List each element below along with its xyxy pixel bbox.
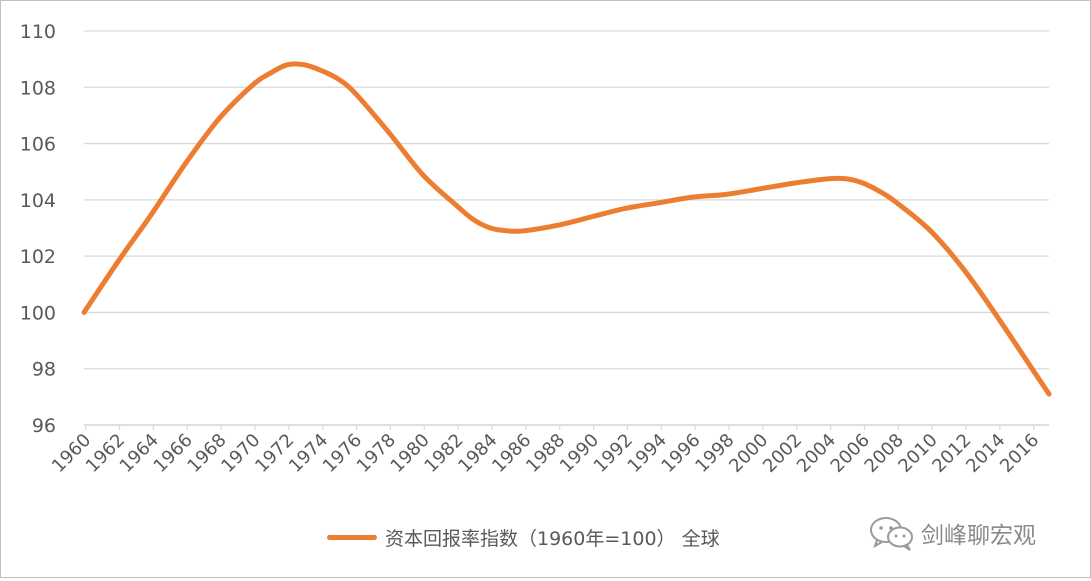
x-tick-label: 1994 [624, 430, 671, 477]
x-tick-label: 2016 [996, 430, 1043, 477]
legend-label: 资本回报率指数（1960年=100） 全球 [385, 527, 720, 550]
x-tick-label: 1988 [522, 430, 569, 477]
x-tick-label: 2000 [725, 430, 772, 477]
x-tick-label: 2010 [894, 430, 941, 477]
watermark: 剑峰聊宏观 [867, 513, 1036, 553]
x-tick-label: 2002 [759, 430, 806, 477]
x-tick-label: 1992 [590, 430, 637, 477]
x-tick-label: 1976 [319, 430, 366, 477]
y-tick-label: 110 [20, 21, 56, 43]
y-tick-label: 100 [20, 302, 56, 324]
y-tick-label: 108 [20, 77, 56, 99]
x-tick-label: 1978 [353, 430, 400, 477]
x-tick-label: 1970 [217, 430, 264, 477]
x-axis-ticks: 1960196219641966196819701972197419761978… [48, 425, 1043, 477]
series-group [81, 61, 1052, 397]
x-tick-label: 1972 [251, 430, 298, 477]
y-tick-label: 98 [32, 359, 56, 381]
x-tick-label: 1996 [657, 430, 704, 477]
x-tick-label: 2006 [827, 430, 874, 477]
x-tick-label: 1990 [556, 430, 603, 477]
legend-swatch [327, 534, 377, 540]
y-tick-label: 106 [20, 134, 56, 156]
x-tick-label: 2014 [962, 430, 1009, 477]
x-tick-label: 1982 [420, 430, 467, 477]
watermark-text: 剑峰聊宏观 [921, 523, 1036, 549]
x-tick-label: 2004 [793, 430, 840, 477]
x-tick-label: 1966 [150, 430, 197, 477]
y-tick-label: 104 [20, 190, 56, 212]
x-tick-label: 1964 [116, 430, 163, 477]
legend: 资本回报率指数（1960年=100） 全球 [327, 522, 720, 552]
x-tick-label: 1974 [285, 430, 332, 477]
y-axis-ticks: 96 98 100 102 104 106 108 110 [20, 21, 56, 437]
x-tick-label: 1998 [691, 430, 738, 477]
x-tick-label: 1980 [387, 430, 434, 477]
x-tick-label: 2012 [928, 430, 975, 477]
x-tick-label: 1986 [488, 430, 535, 477]
wechat-icon [870, 517, 913, 551]
y-tick-label: 102 [20, 246, 56, 268]
x-tick-label: 1962 [82, 430, 129, 477]
series-line [81, 61, 1052, 397]
x-tick-label: 2008 [861, 430, 908, 477]
x-tick-label: 1984 [454, 430, 501, 477]
y-tick-label: 96 [32, 415, 56, 437]
x-tick-label: 1968 [183, 430, 230, 477]
gridlines [84, 30, 1049, 426]
